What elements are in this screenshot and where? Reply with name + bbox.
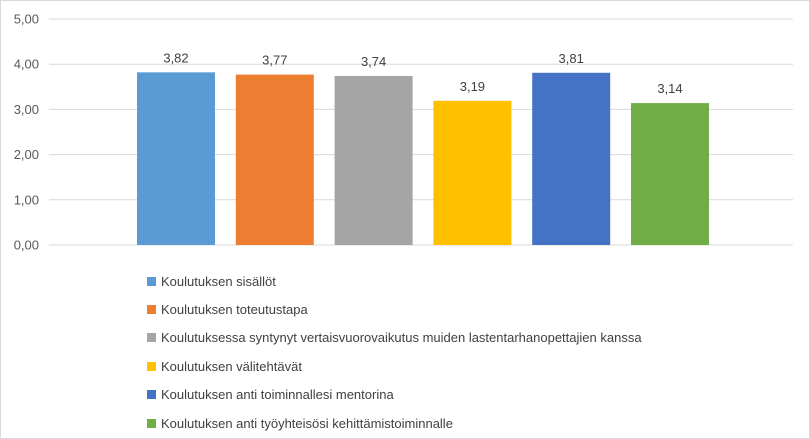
data-labels: 3,82 3,77 3,74 3,19 3,81 3,14: [163, 50, 682, 96]
legend-swatch: [147, 333, 156, 343]
y-tick-label: 3,00: [14, 102, 39, 117]
bar-5: [532, 72, 611, 246]
bar-3: [334, 75, 413, 246]
y-axis-tick-labels: 0,00 1,00 2,00 3,00 4,00 5,00: [14, 12, 39, 253]
data-label-6: 3,14: [657, 81, 682, 96]
legend-label: Koulutuksen anti toiminnallesi mentorina: [161, 387, 394, 403]
legend-label: Koulutuksessa syntynyt vertaisvuorovaiku…: [161, 330, 642, 346]
y-tick-label: 4,00: [14, 57, 39, 72]
data-label-5: 3,81: [559, 51, 584, 66]
data-label-1: 3,82: [163, 50, 188, 65]
bars: [137, 72, 709, 246]
y-tick-label: 2,00: [14, 147, 39, 162]
legend-swatch: [147, 418, 156, 428]
bar-6: [631, 103, 709, 246]
legend-label: Koulutuksen välitehtävät: [161, 358, 302, 374]
legend-item: Koulutuksessa syntynyt vertaisvuorovaiku…: [147, 324, 642, 352]
legend-item: Koulutuksen anti toiminnallesi mentorina: [147, 381, 642, 409]
legend-label: Koulutuksen toteutustapa: [161, 302, 308, 318]
y-tick-label: 0,00: [14, 238, 39, 253]
legend-label: Koulutuksen sisällöt: [161, 273, 276, 289]
legend-swatch: [147, 390, 156, 400]
legend-swatch: [147, 305, 156, 315]
legend-swatch: [147, 276, 156, 286]
data-label-3: 3,74: [361, 54, 386, 69]
bar-1: [137, 72, 215, 245]
legend-item: Koulutuksen sisällöt: [147, 267, 642, 295]
legend: Koulutuksen sisällöt Koulutuksen toteutus…: [147, 267, 642, 437]
legend-swatch: [147, 361, 156, 371]
y-tick-label: 5,00: [14, 12, 39, 27]
legend-label: Koulutuksen anti työyhteisösi kehittämis…: [161, 415, 453, 431]
bar-4: [433, 100, 512, 245]
data-label-4: 3,19: [460, 79, 485, 94]
legend-item: Koulutuksen toteutustapa: [147, 295, 642, 323]
y-tick-label: 1,00: [14, 192, 39, 207]
legend-item: Koulutuksen anti työyhteisösi kehittämis…: [147, 409, 642, 437]
legend-item: Koulutuksen välitehtävät: [147, 352, 642, 380]
data-label-2: 3,77: [262, 53, 287, 68]
bar-chart-plot: 0,00 1,00 2,00 3,00 4,00 5,00 3,82 3,77 3,74 3,1…: [14, 12, 793, 253]
bar-2: [235, 74, 314, 245]
